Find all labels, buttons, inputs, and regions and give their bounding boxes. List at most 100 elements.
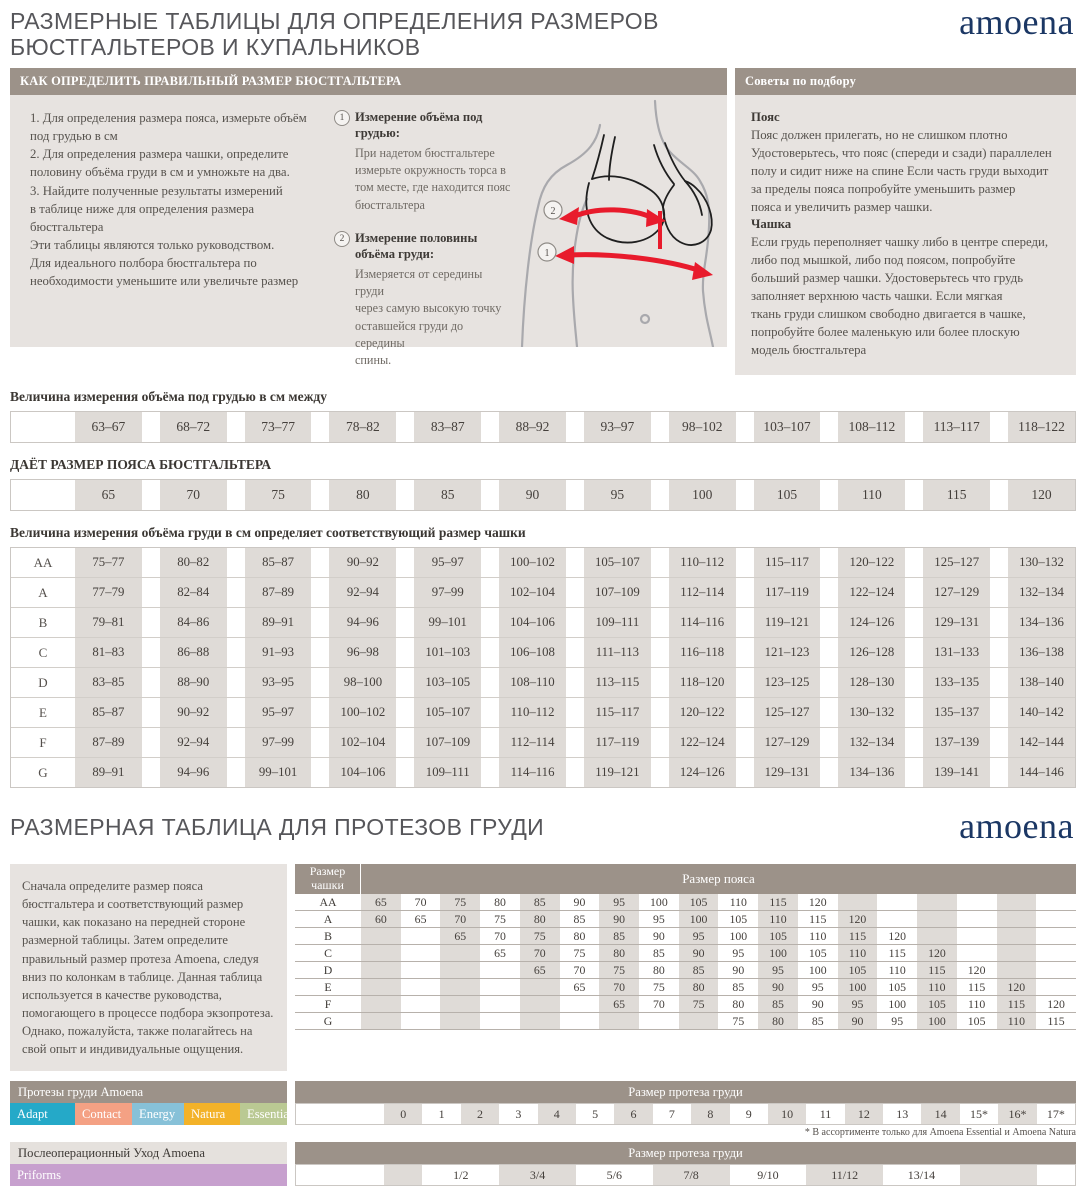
range-cell: 121–123 — [753, 638, 821, 667]
cell-gap — [227, 758, 245, 787]
cell-gap — [820, 728, 838, 757]
range-cell: 134–136 — [838, 758, 906, 787]
range-cell: 86–88 — [159, 638, 227, 667]
belt-size-cell: 75 — [652, 979, 665, 994]
belt-size-cell — [877, 894, 917, 910]
belt-size-cell — [361, 962, 401, 978]
fit-table-rows: AA 65 70 75 80 85 90 95 100 105 110 115 120 A 60 65 70 75… — [295, 894, 1076, 1030]
empty-cell — [11, 412, 75, 442]
tips-belt-title: Пояс — [751, 110, 780, 124]
size-cell: 108–112 — [838, 412, 906, 442]
belt-size-cell: 105 — [917, 996, 957, 1012]
cell-gap — [311, 480, 329, 510]
range-cell: 92–94 — [159, 728, 227, 757]
belt-size-cell: 100 — [917, 1013, 957, 1029]
cell-gap — [990, 412, 1008, 442]
cell-gap — [736, 668, 754, 697]
cell-gap — [481, 698, 499, 727]
belt-size-cell: 80 — [519, 911, 560, 927]
callout-2: 2 — [551, 206, 556, 217]
cup-table-row: G 89–91 94–96 99–101 104–106 109–111 114–116 11… — [11, 758, 1075, 787]
belt-size-cell: 120 — [917, 945, 957, 961]
belt-size-cell — [917, 911, 957, 927]
cell-gap — [820, 698, 838, 727]
cell-gap — [820, 480, 838, 510]
belt-size-cell: 80 — [758, 1013, 798, 1029]
cell-gap — [311, 548, 329, 577]
belt-size-cell — [1036, 979, 1076, 995]
cell-gap — [905, 548, 923, 577]
size-cell: 65 — [75, 480, 142, 510]
belt-size-cell: 95 — [811, 979, 824, 994]
cell-gap — [481, 728, 499, 757]
size-cell: 115 — [923, 480, 991, 510]
range-cell: 105–107 — [414, 698, 482, 727]
fit-table-row: E 65 70 75 80 85 90 95 100 105 110 115 120 — [295, 979, 1076, 996]
range-cell: 84–86 — [159, 608, 227, 637]
range-cell: 138–140 — [1008, 668, 1075, 697]
range-cell: 139–141 — [923, 758, 991, 787]
belt-size-cell — [1036, 894, 1076, 910]
brand-chip-adapt: Adapt — [10, 1103, 75, 1126]
size-cell: 70 — [159, 480, 227, 510]
cell-gap — [227, 698, 245, 727]
belt-size-cell — [837, 894, 878, 910]
range-cell: 117–119 — [583, 728, 651, 757]
brands-column: Протезы груди Amoena Adapt Contact Energy N… — [10, 1081, 287, 1126]
cell-gap — [651, 548, 669, 577]
prosthesis-size-cell: 5 — [592, 1106, 599, 1121]
prosthesis-size-cell: 4 — [537, 1104, 576, 1125]
fit-table-row: F 65 70 75 80 85 90 95 100 105 110 115 120 — [295, 996, 1076, 1013]
cell-gap — [142, 578, 160, 607]
range-cell: 131–133 — [923, 638, 991, 667]
range-cell: 96–98 — [329, 638, 397, 667]
range-cell: 125–127 — [923, 548, 991, 577]
cup-letter: C — [38, 644, 48, 660]
priform-size-cell: 3/4 — [499, 1165, 576, 1186]
size-cell: 95 — [583, 480, 651, 510]
cell-gap — [227, 548, 245, 577]
belt-size-cell: 90 — [652, 928, 665, 943]
prosthesis-sizes-header-bar: Размер протеза груди — [295, 1081, 1076, 1104]
sizes-footnote: * В ассортименте только для Amoena Essen… — [804, 1127, 1076, 1139]
priform-size-cell: 5/6 — [606, 1167, 623, 1182]
belt-size-cell — [639, 1013, 679, 1029]
cup-table-row: C 81–83 86–88 91–93 96–98 101–103 106–108 111–1… — [11, 638, 1075, 668]
prosthesis-size-cell: 6 — [614, 1104, 653, 1125]
range-cell: 119–121 — [583, 758, 651, 787]
belt-size-cell: 80 — [573, 928, 586, 943]
belt-size-cell — [440, 996, 481, 1012]
cell-gap — [566, 412, 584, 442]
empty-cell — [296, 1165, 384, 1185]
cell-gap — [820, 548, 838, 577]
prosthesis-size-cell: 7 — [668, 1106, 675, 1121]
cell-gap — [736, 412, 754, 442]
belt-size-cell: 80 — [494, 894, 506, 909]
range-cell: 87–89 — [244, 578, 312, 607]
belt-size-cell: 90 — [732, 962, 745, 977]
belt-size-cell: 85 — [678, 962, 719, 978]
range-cell: 140–142 — [1008, 698, 1075, 727]
range-cell: 80–82 — [159, 548, 227, 577]
cell-gap — [396, 668, 414, 697]
document-header: РАЗМЕРНЫЕ ТАБЛИЦЫ ДЛЯ ОПРЕДЕЛЕНИЯ РАЗМЕР… — [10, 0, 1076, 60]
bra-outline — [585, 134, 713, 246]
belt-size-cell: 120 — [837, 911, 878, 927]
cell-gap — [142, 698, 160, 727]
cell-gap — [736, 758, 754, 787]
belt-size-cell — [401, 996, 441, 1012]
size-cell: 110 — [838, 480, 906, 510]
belt-size-cell: 95 — [732, 945, 745, 960]
cell-gap — [566, 578, 584, 607]
cup-letter: B — [324, 928, 332, 943]
cup-letter: B — [38, 614, 48, 630]
measurement-definitions: 1 Измерение объёма под грудью: При надет… — [334, 109, 512, 386]
measurement-2-title: Измерение половины объёма груди: — [355, 231, 478, 262]
range-cell: 115–117 — [583, 698, 651, 727]
cup-letter: G — [38, 764, 48, 780]
cell-gap — [566, 638, 584, 667]
belt-size-cell: 100 — [729, 928, 748, 943]
cell-gap — [481, 412, 499, 442]
measurement-2: 2 Измерение половины объёма груди: Измер… — [334, 230, 512, 370]
range-cell: 75–77 — [75, 548, 142, 577]
